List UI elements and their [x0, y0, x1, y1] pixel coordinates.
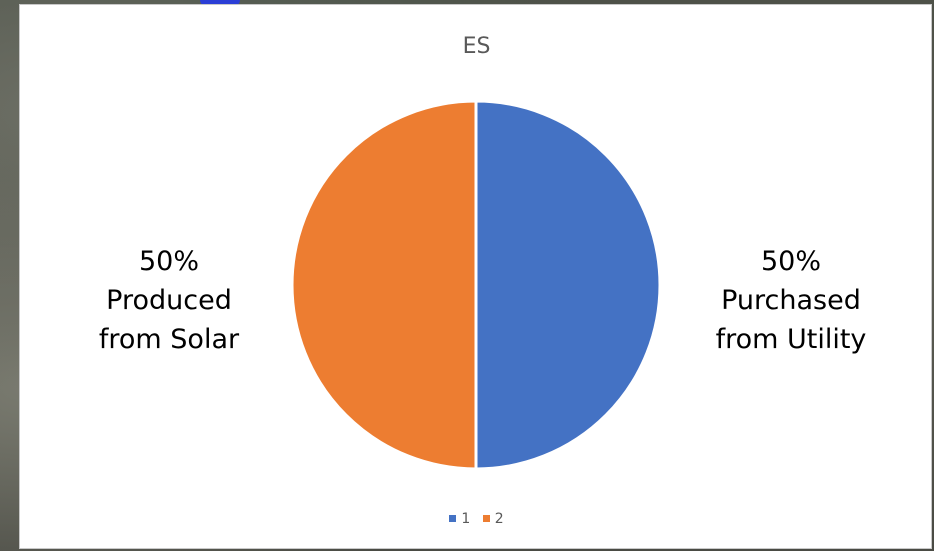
legend-item-2: 2 [482, 511, 504, 527]
chart-card: ES 50% Purchased from Utility 50% Produc… [19, 4, 932, 549]
background-blue-mark [200, 0, 240, 6]
slice-label-line: Purchased [721, 285, 861, 316]
slice-label-solar: 50% Produced from Solar [54, 242, 284, 359]
slice-label-line: from Solar [98, 324, 240, 355]
legend-swatch-1 [449, 514, 457, 522]
pie-slice-2 [290, 99, 478, 471]
chart-title: ES [462, 34, 491, 59]
pie-slice-1 [474, 99, 662, 471]
legend-label-2: 2 [494, 511, 504, 527]
slice-label-line: Produced [106, 285, 232, 316]
chart-legend: 1 2 [20, 511, 933, 527]
pie-chart [290, 99, 662, 471]
slice-label-line: 50% [138, 246, 199, 277]
slice-label-line: 50% [760, 246, 821, 277]
legend-label-1: 1 [461, 511, 471, 527]
slice-label-utility: 50% Purchased from Utility [676, 242, 906, 359]
slice-label-line: from Utility [715, 324, 867, 355]
legend-item-1: 1 [449, 511, 470, 527]
legend-swatch-2 [482, 514, 490, 522]
